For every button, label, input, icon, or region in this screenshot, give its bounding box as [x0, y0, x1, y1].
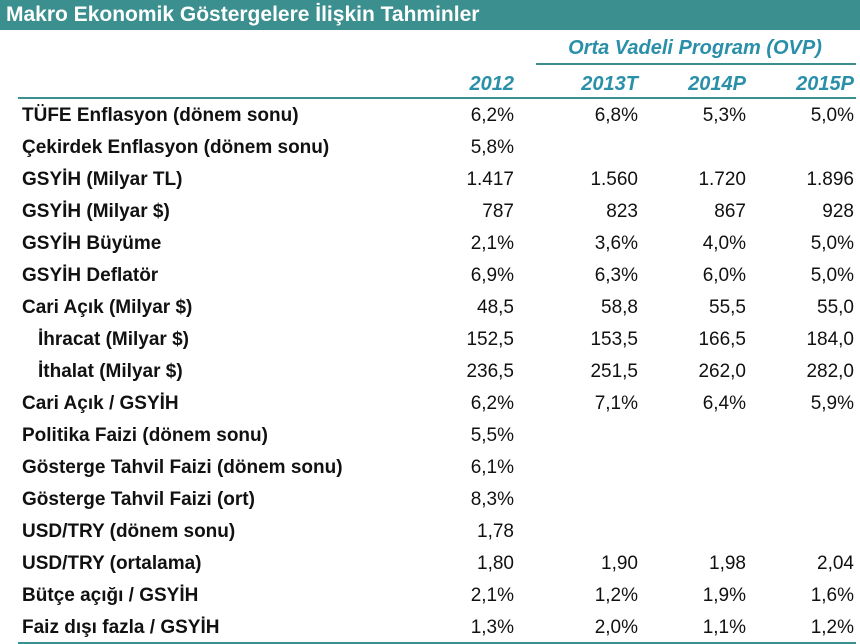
value-cell: 1,98 — [709, 553, 746, 574]
table-row: Çekirdek Enflasyon (dönem sonu) 5,8% — [0, 132, 860, 164]
table-row: GSYİH (Milyar $) 787 823 867 928 — [0, 196, 860, 228]
value-cell: 166,5 — [698, 329, 746, 350]
row-label: Cari Açık (Milyar $) — [22, 297, 193, 318]
table-row: Gösterge Tahvil Faizi (dönem sonu) 6,1% — [0, 452, 860, 484]
value-cell: 2,0% — [594, 617, 638, 638]
value-cell: 1,2% — [594, 585, 638, 606]
value-cell: 282,0 — [806, 361, 854, 382]
value-cell: 1.720 — [698, 169, 746, 190]
value-cell: 5,8% — [470, 137, 514, 158]
value-cell: 1,9% — [702, 585, 746, 606]
value-cell: 6,8% — [594, 105, 638, 126]
row-label: TÜFE Enflasyon (dönem sonu) — [22, 105, 299, 126]
value-cell: 6,1% — [470, 457, 514, 478]
column-header-2015p: 2015P — [796, 73, 854, 95]
table-row: Gösterge Tahvil Faizi (ort) 8,3% — [0, 484, 860, 516]
value-cell: 6,2% — [470, 393, 514, 414]
row-label: USD/TRY (dönem sonu) — [22, 521, 236, 542]
program-header-underline — [536, 63, 856, 65]
row-label: Cari Açık / GSYİH — [22, 393, 179, 414]
table-row: TÜFE Enflasyon (dönem sonu) 6,2% 6,8% 5,3% 5… — [0, 100, 860, 132]
value-cell: 1,90 — [601, 553, 638, 574]
row-label: GSYİH (Milyar TL) — [22, 169, 183, 190]
value-cell: 1,6% — [810, 585, 854, 606]
value-cell: 55,0 — [817, 297, 854, 318]
table-row: GSYİH (Milyar TL) 1.417 1.560 1.720 1.896 — [0, 164, 860, 196]
value-cell: 928 — [822, 201, 854, 222]
value-cell: 1.896 — [806, 169, 854, 190]
table-row: İthalat (Milyar $) 236,5 251,5 262,0 282,0 — [0, 356, 860, 388]
value-cell: 6,4% — [702, 393, 746, 414]
header-divider — [18, 97, 856, 99]
column-header-2013t: 2013T — [581, 73, 638, 95]
value-cell: 5,9% — [810, 393, 854, 414]
program-header: Orta Vadeli Program (OVP) — [568, 37, 822, 59]
row-label: GSYİH Deflatör — [22, 265, 159, 286]
table-row: Cari Açık / GSYİH 6,2% 7,1% 6,4% 5,9% — [0, 388, 860, 420]
value-cell: 5,3% — [702, 105, 746, 126]
value-cell: 1,1% — [702, 617, 746, 638]
row-label: İhracat (Milyar $) — [38, 329, 189, 350]
value-cell: 55,5 — [709, 297, 746, 318]
table-bottom-border — [18, 642, 856, 644]
row-label: Çekirdek Enflasyon (dönem sonu) — [22, 137, 330, 158]
value-cell: 6,2% — [470, 105, 514, 126]
value-cell: 262,0 — [698, 361, 746, 382]
value-cell: 2,1% — [470, 233, 514, 254]
value-cell: 1,80 — [477, 553, 514, 574]
value-cell: 787 — [482, 201, 514, 222]
table-row: GSYİH Deflatör 6,9% 6,3% 6,0% 5,0% — [0, 260, 860, 292]
row-label: Faiz dışı fazla / GSYİH — [22, 617, 220, 638]
value-cell: 1,2% — [810, 617, 854, 638]
value-cell: 152,5 — [466, 329, 514, 350]
value-cell: 1.560 — [590, 169, 638, 190]
table-row: GSYİH Büyüme 2,1% 3,6% 4,0% 5,0% — [0, 228, 860, 260]
column-header-2012: 2012 — [469, 73, 515, 95]
value-cell: 5,0% — [810, 265, 854, 286]
value-cell: 5,0% — [810, 105, 854, 126]
table-row: İhracat (Milyar $) 152,5 153,5 166,5 184,0 — [0, 324, 860, 356]
value-cell: 823 — [606, 201, 638, 222]
value-cell: 5,5% — [470, 425, 514, 446]
value-cell: 6,0% — [702, 265, 746, 286]
row-label: GSYİH (Milyar $) — [22, 201, 170, 222]
value-cell: 8,3% — [470, 489, 514, 510]
value-cell: 867 — [714, 201, 746, 222]
value-cell: 236,5 — [466, 361, 514, 382]
value-cell: 153,5 — [590, 329, 638, 350]
value-cell: 1,3% — [470, 617, 514, 638]
value-cell: 4,0% — [702, 233, 746, 254]
table-row: Faiz dışı fazla / GSYİH 1,3% 2,0% 1,1% 1,2% — [0, 612, 860, 644]
value-cell: 2,1% — [470, 585, 514, 606]
row-label: GSYİH Büyüme — [22, 233, 162, 254]
row-label: Politika Faizi (dönem sonu) — [22, 425, 268, 446]
value-cell: 6,9% — [470, 265, 514, 286]
value-cell: 7,1% — [594, 393, 638, 414]
row-label: Bütçe açığı / GSYİH — [22, 585, 199, 606]
value-cell: 3,6% — [594, 233, 638, 254]
value-cell: 1,78 — [477, 521, 514, 542]
value-cell: 48,5 — [477, 297, 514, 318]
value-cell: 6,3% — [594, 265, 638, 286]
row-label: Gösterge Tahvil Faizi (dönem sonu) — [22, 457, 343, 478]
table-row: Bütçe açığı / GSYİH 2,1% 1,2% 1,9% 1,6% — [0, 580, 860, 612]
column-header-2014p: 2014P — [688, 73, 746, 95]
table-row: Cari Açık (Milyar $) 48,5 58,8 55,5 55,0 — [0, 292, 860, 324]
value-cell: 251,5 — [590, 361, 638, 382]
value-cell: 1.417 — [466, 169, 514, 190]
page-title: Makro Ekonomik Göstergelere İlişkin Tahm… — [0, 0, 860, 30]
row-label: USD/TRY (ortalama) — [22, 553, 202, 574]
value-cell: 184,0 — [806, 329, 854, 350]
forecast-table: TÜFE Enflasyon (dönem sonu) 6,2% 6,8% 5,3% 5… — [0, 100, 860, 644]
row-label: İthalat (Milyar $) — [38, 361, 183, 382]
value-cell: 58,8 — [601, 297, 638, 318]
value-cell: 2,04 — [817, 553, 854, 574]
row-label: Gösterge Tahvil Faizi (ort) — [22, 489, 255, 510]
value-cell: 5,0% — [810, 233, 854, 254]
table-row: USD/TRY (dönem sonu) 1,78 — [0, 516, 860, 548]
table-row: Politika Faizi (dönem sonu) 5,5% — [0, 420, 860, 452]
table-row: USD/TRY (ortalama) 1,80 1,90 1,98 2,04 — [0, 548, 860, 580]
